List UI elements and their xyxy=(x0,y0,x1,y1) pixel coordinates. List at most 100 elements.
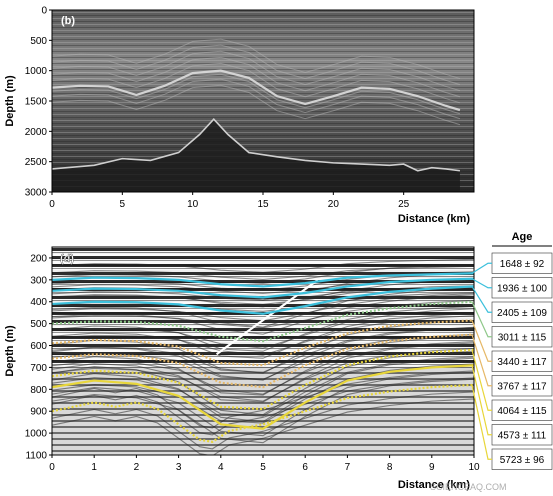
age-legend-value: 5723 ± 96 xyxy=(500,455,545,466)
panel-d-ytick-label: 700 xyxy=(30,363,47,374)
panel-d-reflector xyxy=(52,378,474,444)
panel-b-ytick-label: 500 xyxy=(30,36,47,47)
panel-d-horizon-5 xyxy=(52,319,474,367)
panel-b-layer xyxy=(52,78,461,120)
panel-d-watermark: SCIENCEAQ.COM xyxy=(430,482,507,492)
panel-b-layer xyxy=(52,69,461,112)
panel-d-ytick-label: 1100 xyxy=(25,451,47,462)
panel-b-xtick-label: 10 xyxy=(187,199,199,210)
panel-d-xtick-label: 7 xyxy=(345,462,351,473)
panel-b-ytick-label: 1000 xyxy=(25,66,48,77)
age-legend-leader xyxy=(471,365,492,436)
panel-d-reflector xyxy=(52,278,474,308)
panel-b-xtick-label: 25 xyxy=(398,199,410,210)
panel-b-xtick-label: 0 xyxy=(49,199,55,210)
panel-d-horizon-8 xyxy=(52,364,474,430)
panel-d-reflector xyxy=(52,312,474,359)
age-legend-row: 3440 ± 117 xyxy=(471,320,553,372)
age-legend-leader xyxy=(471,301,492,338)
panel-d-xtick-label: 2 xyxy=(134,462,140,473)
panel-d-reflector xyxy=(52,258,474,273)
panel-d-reflector xyxy=(52,357,474,423)
panel-b-layer xyxy=(52,62,461,104)
panel-d-horizon-1 xyxy=(52,272,474,288)
panel-b-xtick-label: 20 xyxy=(328,199,340,210)
panel-d: (d) 0 1 2 3 4 5 6 7 8 9 10 200 300 400 500 600 700 800 90… xyxy=(4,246,507,492)
panel-d-reflector xyxy=(52,356,474,417)
panel-d-reflector xyxy=(52,377,474,436)
panel-b-layer xyxy=(52,73,461,115)
age-legend-leader xyxy=(471,320,492,362)
panel-d-fault xyxy=(215,278,319,356)
panel-b-ylabel: Depth (m) xyxy=(4,75,16,127)
panel-d-reflector xyxy=(52,348,474,402)
panel-b: (b) 0 5 10 15 20 25 050010001500200025003000 … xyxy=(4,6,475,225)
panel-d-ytick-label: 400 xyxy=(30,297,47,308)
panel-d-ytick-label: 1000 xyxy=(25,429,48,440)
panel-d-reflector xyxy=(52,287,474,328)
panel-d-ytick-label: 300 xyxy=(30,275,47,286)
age-legend-row: 1648 ± 92 xyxy=(471,252,553,274)
age-legend-value: 4573 ± 111 xyxy=(498,430,547,441)
age-legend-leader xyxy=(471,334,492,387)
age-legend-row: 4064 ± 115 xyxy=(471,349,553,421)
age-legend-leader xyxy=(471,384,492,460)
panel-d-reflector xyxy=(52,327,474,381)
panel-d-ytick-label: 600 xyxy=(30,341,47,352)
age-legend-title: Age xyxy=(512,231,533,243)
panel-b-xtick-label: 5 xyxy=(120,199,126,210)
panel-d-ytick-label: 800 xyxy=(30,385,47,396)
panel-b-layer xyxy=(52,44,461,86)
age-legend-row: 1936 ± 100 xyxy=(471,277,553,299)
age-legend-leader xyxy=(471,262,492,274)
age-legend-value: 1936 ± 100 xyxy=(497,283,547,294)
age-legend-value: 2405 ± 109 xyxy=(497,308,547,319)
panel-d-xtick-label: 10 xyxy=(468,462,480,473)
panel-b-bedrock-horizon xyxy=(52,118,461,172)
panel-d-reflector xyxy=(52,391,474,450)
panel-d-reflector xyxy=(52,326,474,373)
panel-b-layer xyxy=(52,50,461,92)
panel-d-xtick-label: 4 xyxy=(218,462,224,473)
panel-d-xtick-label: 0 xyxy=(49,462,55,473)
panel-b-ytick-label: 2500 xyxy=(25,157,48,168)
panel-d-horizon-2 xyxy=(52,277,474,299)
age-legend-leader xyxy=(471,278,492,289)
panel-d-reflector xyxy=(52,286,474,301)
panel-d-reflector xyxy=(52,315,474,356)
panel-d-horizon-9 xyxy=(52,383,474,444)
panel-d-reflector xyxy=(52,341,474,395)
panel-d-reflector xyxy=(52,308,474,349)
age-legend-row: 4573 ± 111 xyxy=(471,365,553,446)
panel-d-xtick-label: 8 xyxy=(387,462,393,473)
panel-d-reflector xyxy=(52,363,474,424)
age-legend-row: 2405 ± 109 xyxy=(471,286,553,323)
age-legend-value: 4064 ± 115 xyxy=(497,406,547,417)
panel-d-reflector xyxy=(52,371,474,437)
panel-d-xlabel: Distance (km) xyxy=(398,479,470,491)
panel-b-layer xyxy=(52,38,461,80)
age-legend-row: 5723 ± 96 xyxy=(471,384,553,470)
age-legend-value: 3011 ± 115 xyxy=(498,332,547,343)
panel-b-label: (b) xyxy=(61,15,75,27)
panel-b-basal-zone xyxy=(52,119,460,192)
age-legend-row: 3767 ± 117 xyxy=(471,334,553,397)
panel-d-reflector xyxy=(52,264,474,284)
panel-d-ylabel: Depth (m) xyxy=(4,325,16,377)
panel-b-ytick-label: 0 xyxy=(41,6,47,17)
age-legend-value: 3767 ± 117 xyxy=(497,381,547,392)
panel-d-horizon-3 xyxy=(52,285,474,315)
panel-d-reflector xyxy=(52,299,474,329)
panel-d-reflector xyxy=(52,350,474,416)
panel-d-xtick-label: 6 xyxy=(302,462,308,473)
panel-b-xtick-label: 15 xyxy=(257,199,269,210)
panel-d-xtick-label: 1 xyxy=(91,462,97,473)
panel-d-reflector xyxy=(52,265,474,280)
age-legend-leader xyxy=(471,286,492,313)
panel-d-horizon-6 xyxy=(52,333,474,389)
panel-b-layer xyxy=(52,84,461,126)
age-legend-value: 1648 ± 92 xyxy=(500,259,545,270)
panel-d-reflector xyxy=(52,305,474,352)
panel-d-reflector xyxy=(52,285,474,305)
panel-d-reflector xyxy=(52,342,474,403)
